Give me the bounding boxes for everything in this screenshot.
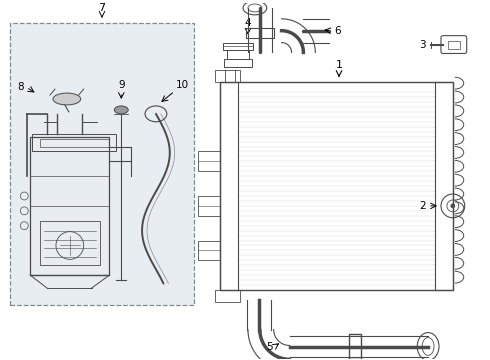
Bar xyxy=(448,41,460,49)
Circle shape xyxy=(451,204,455,208)
Text: 8: 8 xyxy=(18,82,24,92)
Bar xyxy=(435,82,453,290)
Text: 5: 5 xyxy=(266,342,273,352)
Bar xyxy=(349,334,361,359)
Bar xyxy=(220,82,238,290)
Text: 9: 9 xyxy=(118,80,124,90)
Text: 7: 7 xyxy=(98,3,105,13)
Ellipse shape xyxy=(53,93,81,105)
Bar xyxy=(198,196,220,216)
Bar xyxy=(40,221,99,265)
Bar xyxy=(220,82,453,290)
Bar xyxy=(215,290,240,302)
Bar xyxy=(198,240,220,260)
Text: 10: 10 xyxy=(176,80,189,90)
Bar xyxy=(40,139,109,147)
Bar xyxy=(32,134,116,152)
Bar xyxy=(198,152,220,171)
Bar xyxy=(227,50,249,59)
Bar xyxy=(246,28,274,38)
Ellipse shape xyxy=(114,106,128,114)
Text: 6: 6 xyxy=(334,26,341,36)
Text: 4: 4 xyxy=(245,18,251,28)
Bar xyxy=(224,59,252,67)
Bar xyxy=(10,23,194,305)
Text: 1: 1 xyxy=(336,60,343,70)
Text: 2: 2 xyxy=(419,201,426,211)
Bar xyxy=(30,136,109,275)
Text: 3: 3 xyxy=(419,40,426,50)
Bar xyxy=(223,42,253,50)
Bar xyxy=(215,70,240,82)
